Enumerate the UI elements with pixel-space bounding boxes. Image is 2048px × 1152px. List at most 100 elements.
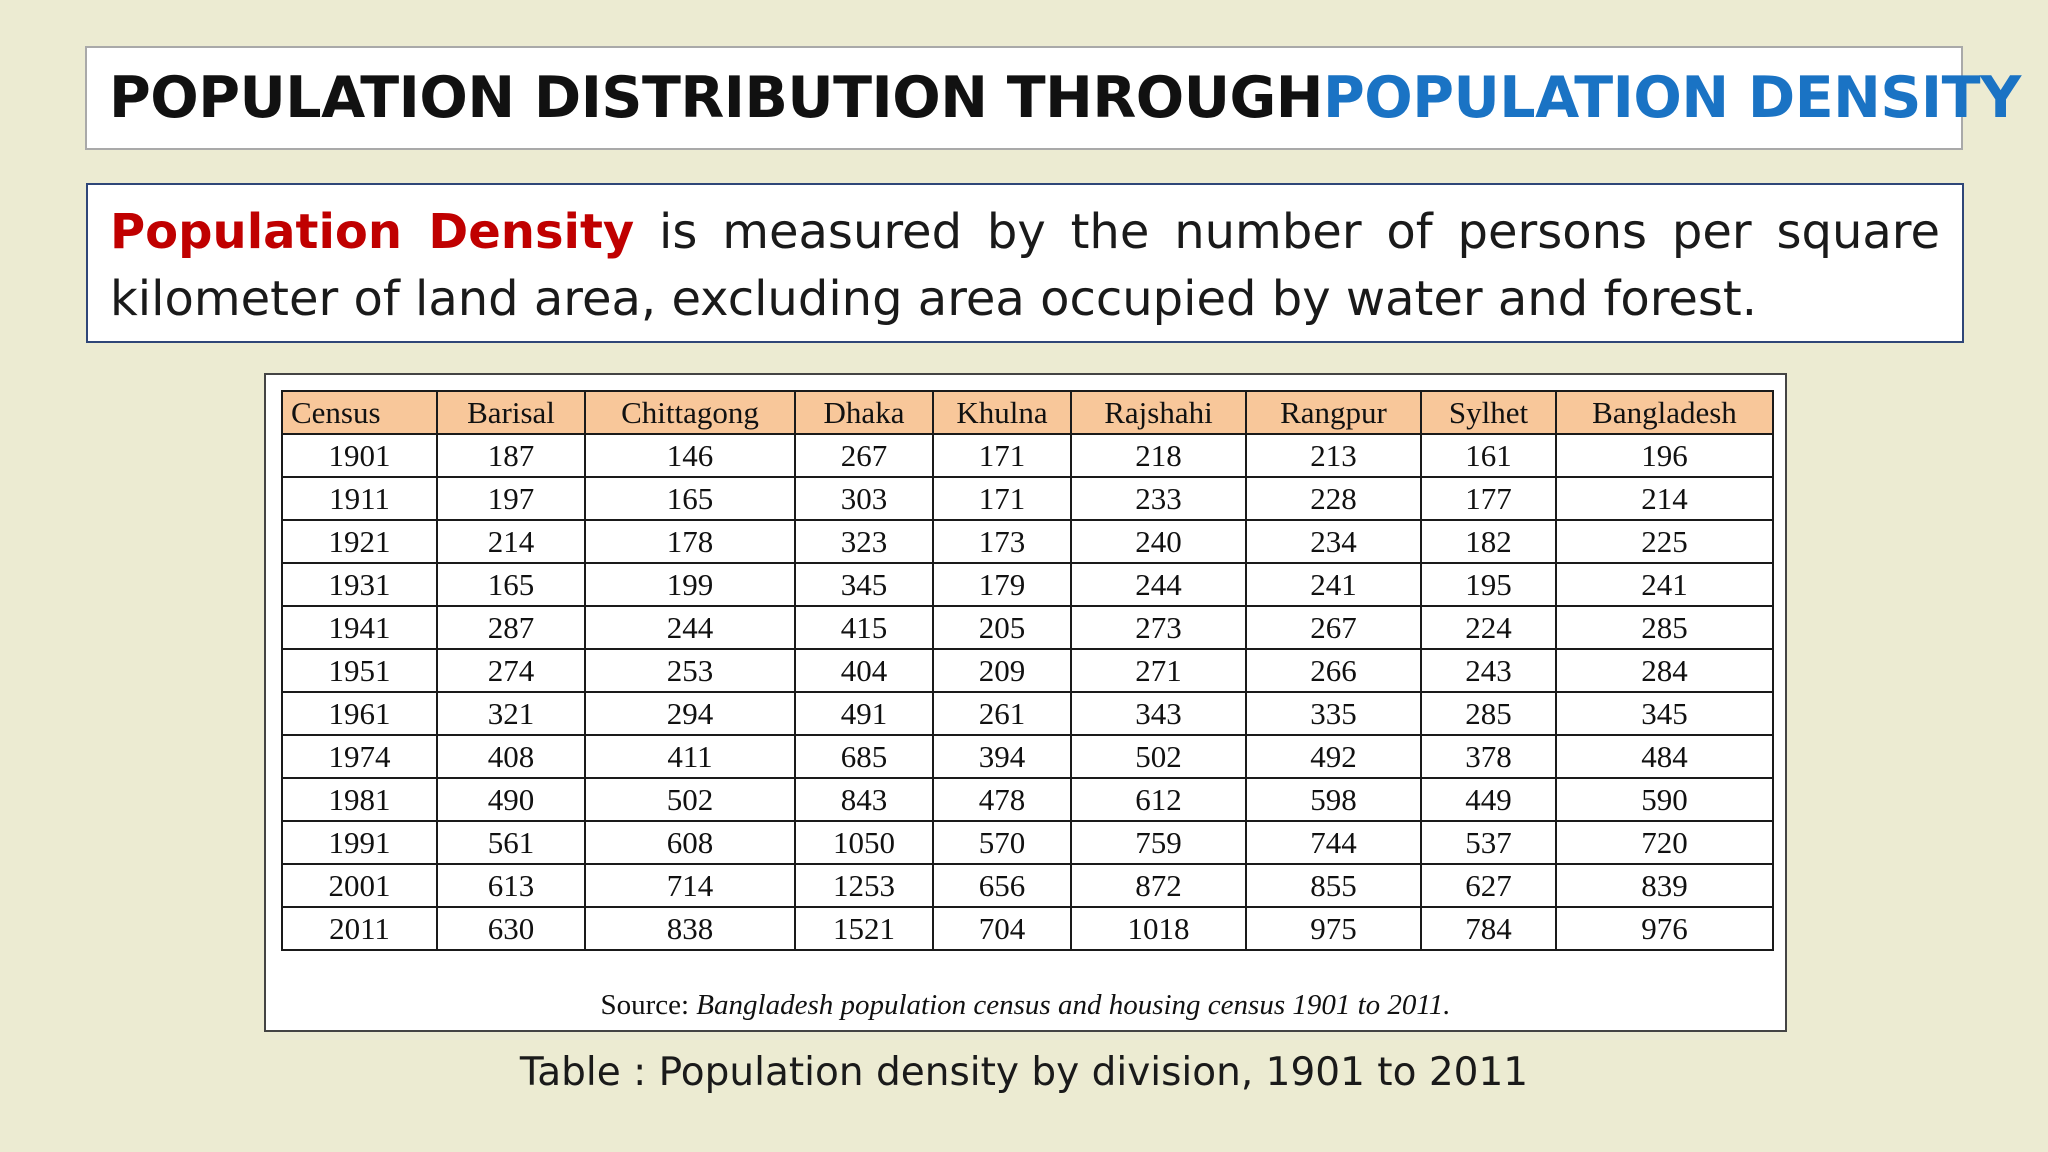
- density-cell: 1521: [794, 906, 934, 951]
- density-cell: 241: [1245, 562, 1422, 607]
- density-cell: 784: [1420, 906, 1557, 951]
- census-year-cell: 2001: [281, 863, 438, 908]
- density-cell: 537: [1420, 820, 1557, 865]
- density-cell: 267: [1245, 605, 1422, 650]
- density-cell: 213: [1245, 433, 1422, 478]
- density-cell: 492: [1245, 734, 1422, 779]
- density-cell: 285: [1555, 605, 1774, 650]
- density-cell: 744: [1245, 820, 1422, 865]
- density-cell: 274: [436, 648, 586, 693]
- density-cell: 1018: [1070, 906, 1247, 951]
- density-cell: 404: [794, 648, 934, 693]
- census-year-cell: 1961: [281, 691, 438, 736]
- column-header: Barisal: [436, 390, 586, 435]
- table-row: 1951 274 253 404 209 271 266 243 284: [281, 648, 1774, 693]
- table-row: 2001 613 714 1253 656 872 855 627 839: [281, 863, 1774, 908]
- slide-title: POPULATION DISTRIBUTION THROUGH POPULATI…: [85, 46, 2021, 150]
- density-cell: 598: [1245, 777, 1422, 822]
- table-row: 1961 321 294 491 261 343 335 285 345: [281, 691, 1774, 736]
- table-row: 1901 187 146 267 171 218 213 161 196: [281, 433, 1774, 478]
- density-cell: 975: [1245, 906, 1422, 951]
- density-cell: 323: [794, 519, 934, 564]
- density-cell: 1253: [794, 863, 934, 908]
- density-cell: 179: [932, 562, 1072, 607]
- density-cell: 267: [794, 433, 934, 478]
- census-year-cell: 1981: [281, 777, 438, 822]
- table-row: 1974 408 411 685 394 502 492 378 484: [281, 734, 1774, 779]
- column-header: Chittagong: [584, 390, 796, 435]
- density-cell: 271: [1070, 648, 1247, 693]
- density-cell: 502: [1070, 734, 1247, 779]
- density-cell: 165: [436, 562, 586, 607]
- census-year-cell: 1921: [281, 519, 438, 564]
- density-cell: 759: [1070, 820, 1247, 865]
- density-cell: 146: [584, 433, 796, 478]
- density-cell: 408: [436, 734, 586, 779]
- definition-text: is measured by the number of persons per…: [110, 204, 1940, 327]
- density-cell: 630: [436, 906, 586, 951]
- density-cell: 345: [1555, 691, 1774, 736]
- density-cell: 394: [932, 734, 1072, 779]
- density-cell: 266: [1245, 648, 1422, 693]
- density-cell: 233: [1070, 476, 1247, 521]
- density-cell: 218: [1070, 433, 1247, 478]
- density-cell: 287: [436, 605, 586, 650]
- density-cell: 224: [1420, 605, 1557, 650]
- density-cell: 199: [584, 562, 796, 607]
- census-year-cell: 1931: [281, 562, 438, 607]
- density-cell: 240: [1070, 519, 1247, 564]
- density-cell: 843: [794, 777, 934, 822]
- table-header-row: Census Barisal Chittagong Dhaka Khulna Rajsha…: [281, 390, 1774, 435]
- density-cell: 1050: [794, 820, 934, 865]
- column-header: Dhaka: [794, 390, 934, 435]
- density-cell: 415: [794, 605, 934, 650]
- table-row: 1931 165 199 345 179 244 241 195 241: [281, 562, 1774, 607]
- table-row: 1981 490 502 843 478 612 598 449 590: [281, 777, 1774, 822]
- density-cell: 228: [1245, 476, 1422, 521]
- density-cell: 173: [932, 519, 1072, 564]
- title-main-text: POPULATION DISTRIBUTION THROUGH: [109, 65, 1323, 131]
- density-cell: 561: [436, 820, 586, 865]
- column-header: Sylhet: [1420, 390, 1557, 435]
- density-cell: 171: [932, 433, 1072, 478]
- density-cell: 243: [1420, 648, 1557, 693]
- density-cell: 177: [1420, 476, 1557, 521]
- density-cell: 378: [1420, 734, 1557, 779]
- density-cell: 491: [794, 691, 934, 736]
- density-cell: 197: [436, 476, 586, 521]
- population-density-table: Census Barisal Chittagong Dhaka Khulna Rajsha…: [281, 390, 1774, 951]
- table-row: 2011 630 838 1521 704 1018 975 784 976: [281, 906, 1774, 951]
- density-cell: 612: [1070, 777, 1247, 822]
- density-cell: 484: [1555, 734, 1774, 779]
- table-source: Source: Bangladesh population census and…: [266, 989, 1785, 1022]
- census-year-cell: 1974: [281, 734, 438, 779]
- density-cell: 253: [584, 648, 796, 693]
- density-cell: 704: [932, 906, 1072, 951]
- density-cell: 411: [584, 734, 796, 779]
- density-cell: 182: [1420, 519, 1557, 564]
- density-cell: 449: [1420, 777, 1557, 822]
- density-cell: 976: [1555, 906, 1774, 951]
- density-cell: 234: [1245, 519, 1422, 564]
- definition-box: Population Density is measured by the nu…: [86, 183, 1964, 343]
- density-cell: 345: [794, 562, 934, 607]
- density-cell: 284: [1555, 648, 1774, 693]
- density-cell: 195: [1420, 562, 1557, 607]
- density-cell: 490: [436, 777, 586, 822]
- census-year-cell: 2011: [281, 906, 438, 951]
- density-cell: 196: [1555, 433, 1774, 478]
- density-cell: 205: [932, 605, 1072, 650]
- density-cell: 838: [584, 906, 796, 951]
- density-cell: 225: [1555, 519, 1774, 564]
- density-cell: 608: [584, 820, 796, 865]
- column-header: Khulna: [932, 390, 1072, 435]
- density-cell: 303: [794, 476, 934, 521]
- density-cell: 839: [1555, 863, 1774, 908]
- density-cell: 273: [1070, 605, 1247, 650]
- density-cell: 872: [1070, 863, 1247, 908]
- density-cell: 321: [436, 691, 586, 736]
- density-cell: 656: [932, 863, 1072, 908]
- density-cell: 714: [584, 863, 796, 908]
- column-header: Bangladesh: [1555, 390, 1774, 435]
- table-row: 1991 561 608 1050 570 759 744 537 720: [281, 820, 1774, 865]
